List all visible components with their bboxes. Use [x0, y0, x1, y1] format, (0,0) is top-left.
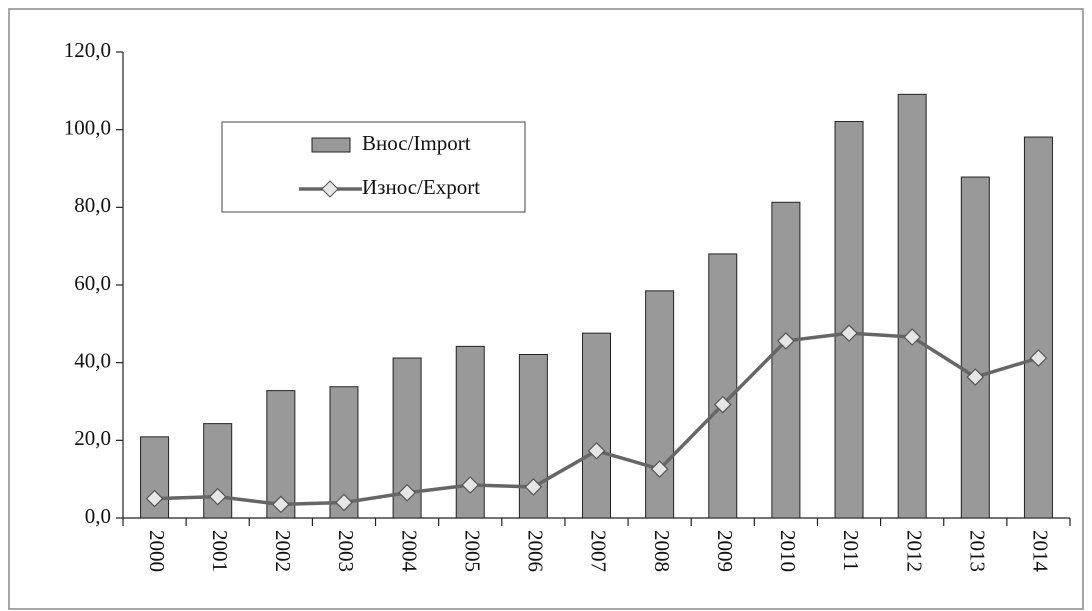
y-tick-label: 100,0 [64, 115, 111, 139]
x-tick-label: 2009 [713, 530, 737, 572]
bar [1023, 136, 1053, 519]
bar [771, 201, 801, 519]
x-tick-label: 2003 [334, 530, 358, 572]
x-tick-label: 2008 [650, 530, 674, 572]
x-tick-label: 2006 [524, 530, 548, 572]
legend-swatch [311, 137, 351, 153]
y-tick-label: 80,0 [74, 193, 111, 217]
y-tick-label: 0,0 [85, 504, 111, 528]
x-tick-label: 2004 [397, 530, 421, 573]
x-tick-label: 2013 [965, 530, 989, 572]
marker [335, 493, 353, 512]
bar [708, 253, 738, 519]
y-tick-label: 60,0 [74, 271, 111, 295]
legend-marker [321, 180, 339, 198]
y-tick-label: 120,0 [64, 38, 111, 62]
x-tick-label: 2007 [587, 530, 611, 572]
marker [903, 328, 922, 346]
y-tick-label: 20,0 [74, 426, 111, 450]
marker [777, 332, 795, 350]
bar [834, 121, 864, 519]
x-tick-label: 2005 [460, 530, 484, 572]
marker [524, 478, 543, 496]
bar [960, 176, 990, 519]
legend-label: Внос/Import [362, 131, 471, 155]
x-tick-label: 2012 [902, 530, 926, 572]
marker [461, 476, 480, 494]
x-tick-label: 2000 [145, 530, 169, 572]
bar [645, 290, 675, 519]
y-tick-label: 40,0 [74, 348, 111, 372]
legend-box [221, 121, 526, 213]
marker [713, 395, 732, 414]
x-tick-label: 2014 [1029, 530, 1053, 573]
marker [398, 483, 416, 502]
marker [840, 324, 858, 343]
marker [271, 495, 290, 514]
marker [650, 460, 669, 478]
legend-label: Износ/Export [362, 175, 480, 199]
marker [966, 368, 985, 386]
marker [208, 487, 227, 506]
x-tick-label: 2002 [271, 530, 295, 572]
bar [582, 332, 611, 519]
x-tick-label: 2010 [776, 530, 800, 572]
marker [145, 489, 164, 508]
marker [1029, 349, 1048, 367]
x-tick-label: 2011 [839, 530, 863, 571]
x-tick-label: 2001 [208, 530, 232, 572]
bar [897, 93, 927, 519]
marker [587, 441, 606, 460]
